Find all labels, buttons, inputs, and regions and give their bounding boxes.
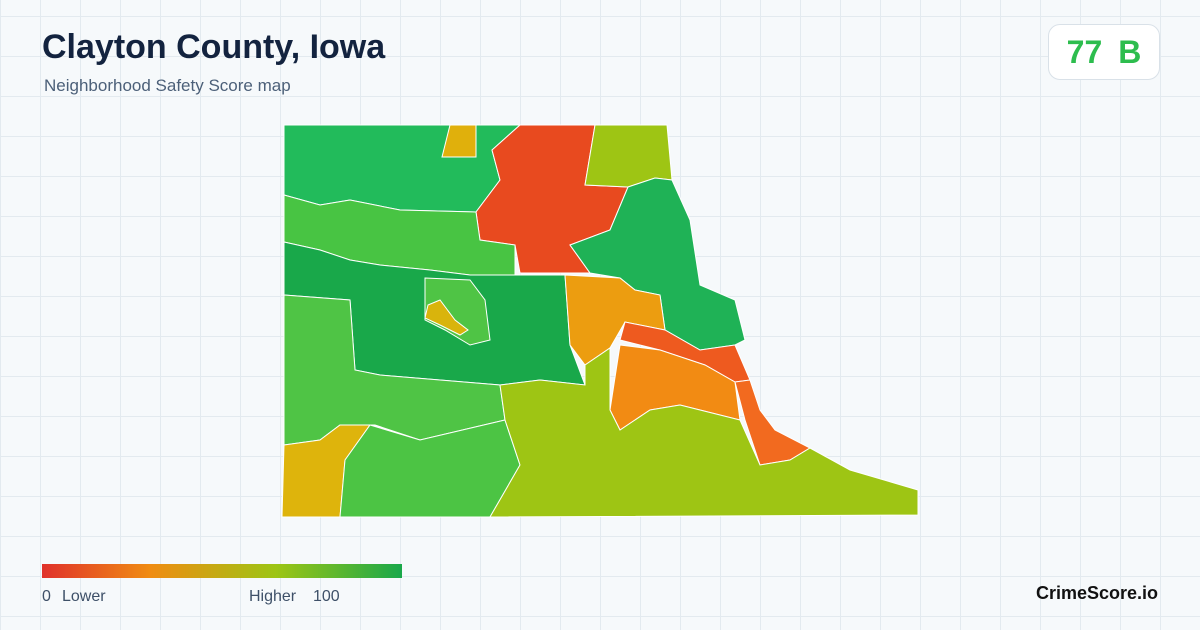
region <box>424 299 469 336</box>
region <box>283 124 522 213</box>
region <box>584 124 673 188</box>
legend-max: 100 <box>313 588 340 605</box>
legend-min-label: Lower <box>62 588 106 605</box>
score: 77 <box>1066 33 1103 70</box>
grade: B <box>1118 33 1142 70</box>
score-badge: 77 B <box>1048 24 1160 80</box>
title: Clayton County, Iowa <box>42 28 386 66</box>
brand: CrimeScore.io <box>1036 583 1159 603</box>
legend-gradient <box>42 564 402 578</box>
legend-max-label: Higher <box>249 588 297 605</box>
region <box>424 277 491 346</box>
region <box>489 347 919 518</box>
subtitle: Neighborhood Safety Score map <box>44 76 291 95</box>
region <box>441 124 477 158</box>
legend-min: 0 <box>42 588 51 605</box>
